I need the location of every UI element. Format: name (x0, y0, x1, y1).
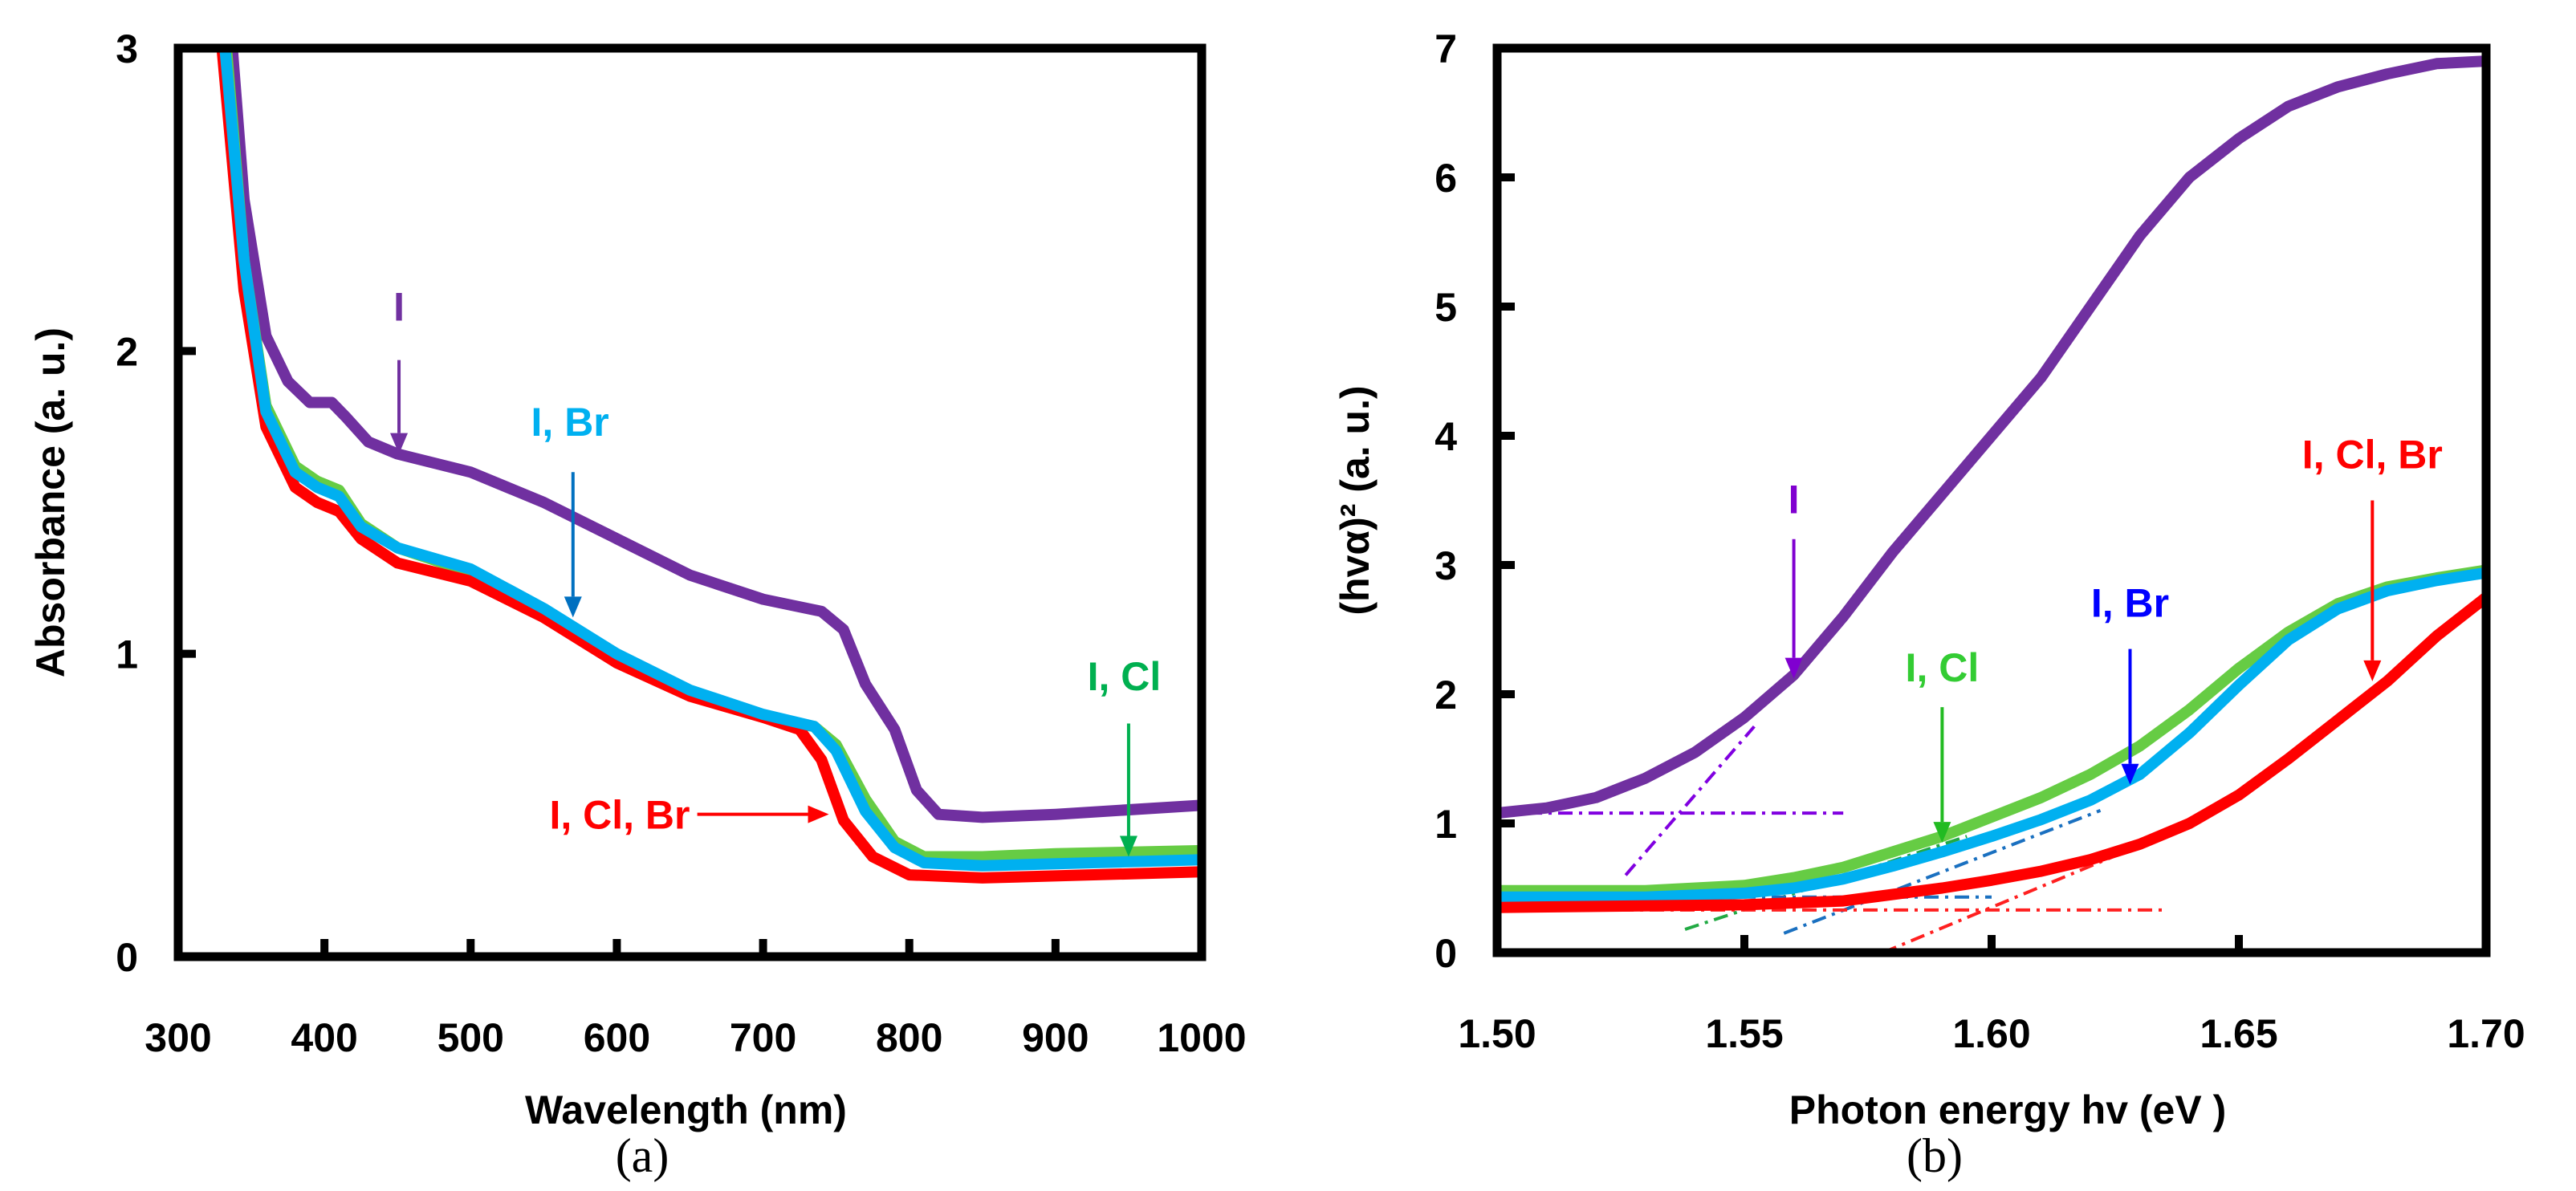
series-line-i (226, 48, 1202, 823)
x-tick-label: 1.60 (1952, 1011, 2030, 1056)
annotation-arrowhead (1784, 657, 1803, 679)
absorbance-chart: 300 400 500 600 700 800 900 1000 0 1 2 3 Wavelength … (28, 26, 1247, 1182)
annotation-arrowhead (808, 805, 829, 823)
x-tick-label: 500 (437, 1015, 504, 1060)
x-tick-label: 800 (876, 1015, 942, 1060)
x-tick-label: 1.70 (2447, 1011, 2525, 1056)
annotation-arrowhead (390, 433, 409, 454)
annotation-label: I, Br (531, 400, 609, 445)
series-line-i-cl-br (216, 48, 1202, 884)
annotation-label: I, Br (2091, 580, 2169, 625)
fit-line-3 (1783, 809, 2102, 935)
annotation-arrowhead (1933, 822, 1951, 843)
x-tick-label: 1.55 (1705, 1011, 1783, 1056)
x-axis-title: Wavelength (nm) (525, 1087, 847, 1132)
panel-caption: (b) (1907, 1129, 1963, 1182)
x-tick-label: 900 (1022, 1015, 1089, 1060)
y-tick-label: 7 (1435, 26, 1457, 71)
y-tick-label: 0 (1435, 931, 1457, 976)
y-tick-label: 1 (116, 632, 138, 677)
y-tick-label: 4 (1435, 414, 1457, 459)
fit-line-2 (1684, 835, 1968, 931)
series-line-i-cl (221, 48, 1202, 863)
y-tick-label: 6 (1435, 156, 1457, 201)
x-tick-label: 1.65 (2200, 1011, 2277, 1056)
x-tick-label: 300 (144, 1015, 211, 1060)
x-tick-label: 1000 (1157, 1015, 1246, 1060)
x-tick-label: 1.50 (1458, 1011, 1536, 1056)
series-line-i-cl-br (1497, 591, 2486, 913)
y-tick-label: 2 (116, 329, 138, 374)
y-tick-label: 3 (116, 26, 138, 71)
y-tick-label: 2 (1435, 673, 1457, 717)
fit-line-6 (1882, 854, 2116, 953)
y-tick-label: 0 (116, 935, 138, 980)
x-tick-label: 400 (291, 1015, 357, 1060)
x-tick-label: 600 (584, 1015, 650, 1060)
y-tick-label: 3 (1435, 543, 1457, 588)
y-tick-label: 1 (1435, 802, 1457, 847)
annotation-arrowhead (1119, 835, 1137, 857)
fit-line-1 (1624, 725, 1756, 876)
tauc-plot-chart: 1.50 1.55 1.60 1.65 1.70 0 1 2 3 4 5 6 7 Photon energ… (1333, 26, 2525, 1182)
series-line-i (1497, 55, 2486, 819)
series-line-i-br (219, 48, 1202, 872)
series-line-i-cl (1497, 564, 2486, 896)
y-axis-title: Absorbance (a. u.) (28, 327, 73, 677)
annotation-label: I, Cl (1906, 645, 1980, 690)
plot-frame (173, 43, 1207, 961)
annotation-label: I (393, 285, 405, 330)
panel-caption: (a) (616, 1129, 669, 1182)
annotation-label: I, Cl, Br (549, 793, 690, 838)
annotation-arrowhead (2121, 763, 2139, 785)
series-line-i-br (1497, 567, 2486, 903)
annotation-label: I, Cl (1088, 654, 1162, 699)
annotation-label: I, Cl, Br (2302, 432, 2443, 477)
x-axis-title: Photon energy hv (eV ) (1789, 1087, 2227, 1132)
y-axis-title: (hvα)² (a. u.) (1333, 385, 1378, 615)
x-tick-label: 700 (730, 1015, 796, 1060)
annotation-arrowhead (564, 596, 582, 618)
annotation-arrowhead (2363, 660, 2382, 681)
annotation-label: I (1789, 478, 1800, 522)
y-tick-label: 5 (1435, 285, 1457, 330)
